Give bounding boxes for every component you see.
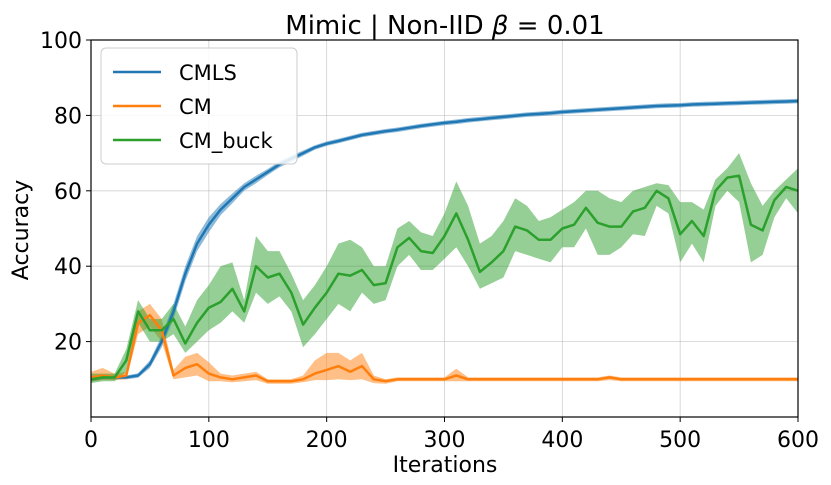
legend-label-cmls: CMLS bbox=[179, 61, 237, 85]
chart-title-main: Mimic | Non-IID bbox=[285, 11, 492, 41]
legend-label-cm-buck: CM_buck bbox=[179, 129, 273, 154]
band-cmls bbox=[91, 98, 798, 382]
line-cm-buck bbox=[90, 174, 799, 381]
band-cm-buck bbox=[91, 153, 798, 384]
y-tick-label: 100 bbox=[40, 29, 82, 54]
series-lines bbox=[90, 99, 799, 383]
x-tick-label: 600 bbox=[777, 428, 819, 453]
x-tick-label: 200 bbox=[306, 428, 348, 453]
y-tick-label: 60 bbox=[54, 180, 82, 205]
y-tick-label: 20 bbox=[54, 331, 82, 356]
legend-box bbox=[100, 47, 298, 165]
y-tick-label: 80 bbox=[54, 104, 82, 129]
x-tick-label: 100 bbox=[188, 428, 230, 453]
x-tick-label: 500 bbox=[659, 428, 701, 453]
x-tick-label: 0 bbox=[84, 428, 98, 453]
confidence-bands bbox=[91, 98, 798, 384]
chart-title: Mimic | Non-IID β = 0.01 bbox=[285, 11, 604, 41]
x-tick-label: 300 bbox=[424, 428, 466, 453]
legend-label-cm: CM bbox=[179, 95, 212, 119]
chart-title-tail: = 0.01 bbox=[509, 11, 605, 41]
chart-title-beta: β bbox=[491, 11, 509, 41]
x-tick-label: 400 bbox=[541, 428, 583, 453]
line-cmls bbox=[90, 99, 799, 381]
y-axis-label: Accuracy bbox=[9, 180, 34, 280]
line-cm bbox=[90, 313, 798, 383]
legend: CMLS CM CM_buck bbox=[100, 47, 298, 165]
y-tick-label: 40 bbox=[54, 255, 82, 280]
x-axis-label: Iterations bbox=[393, 453, 498, 478]
axis-ticks: 0 100 200 300 400 500 600 20 40 60 80 100 bbox=[40, 29, 819, 453]
